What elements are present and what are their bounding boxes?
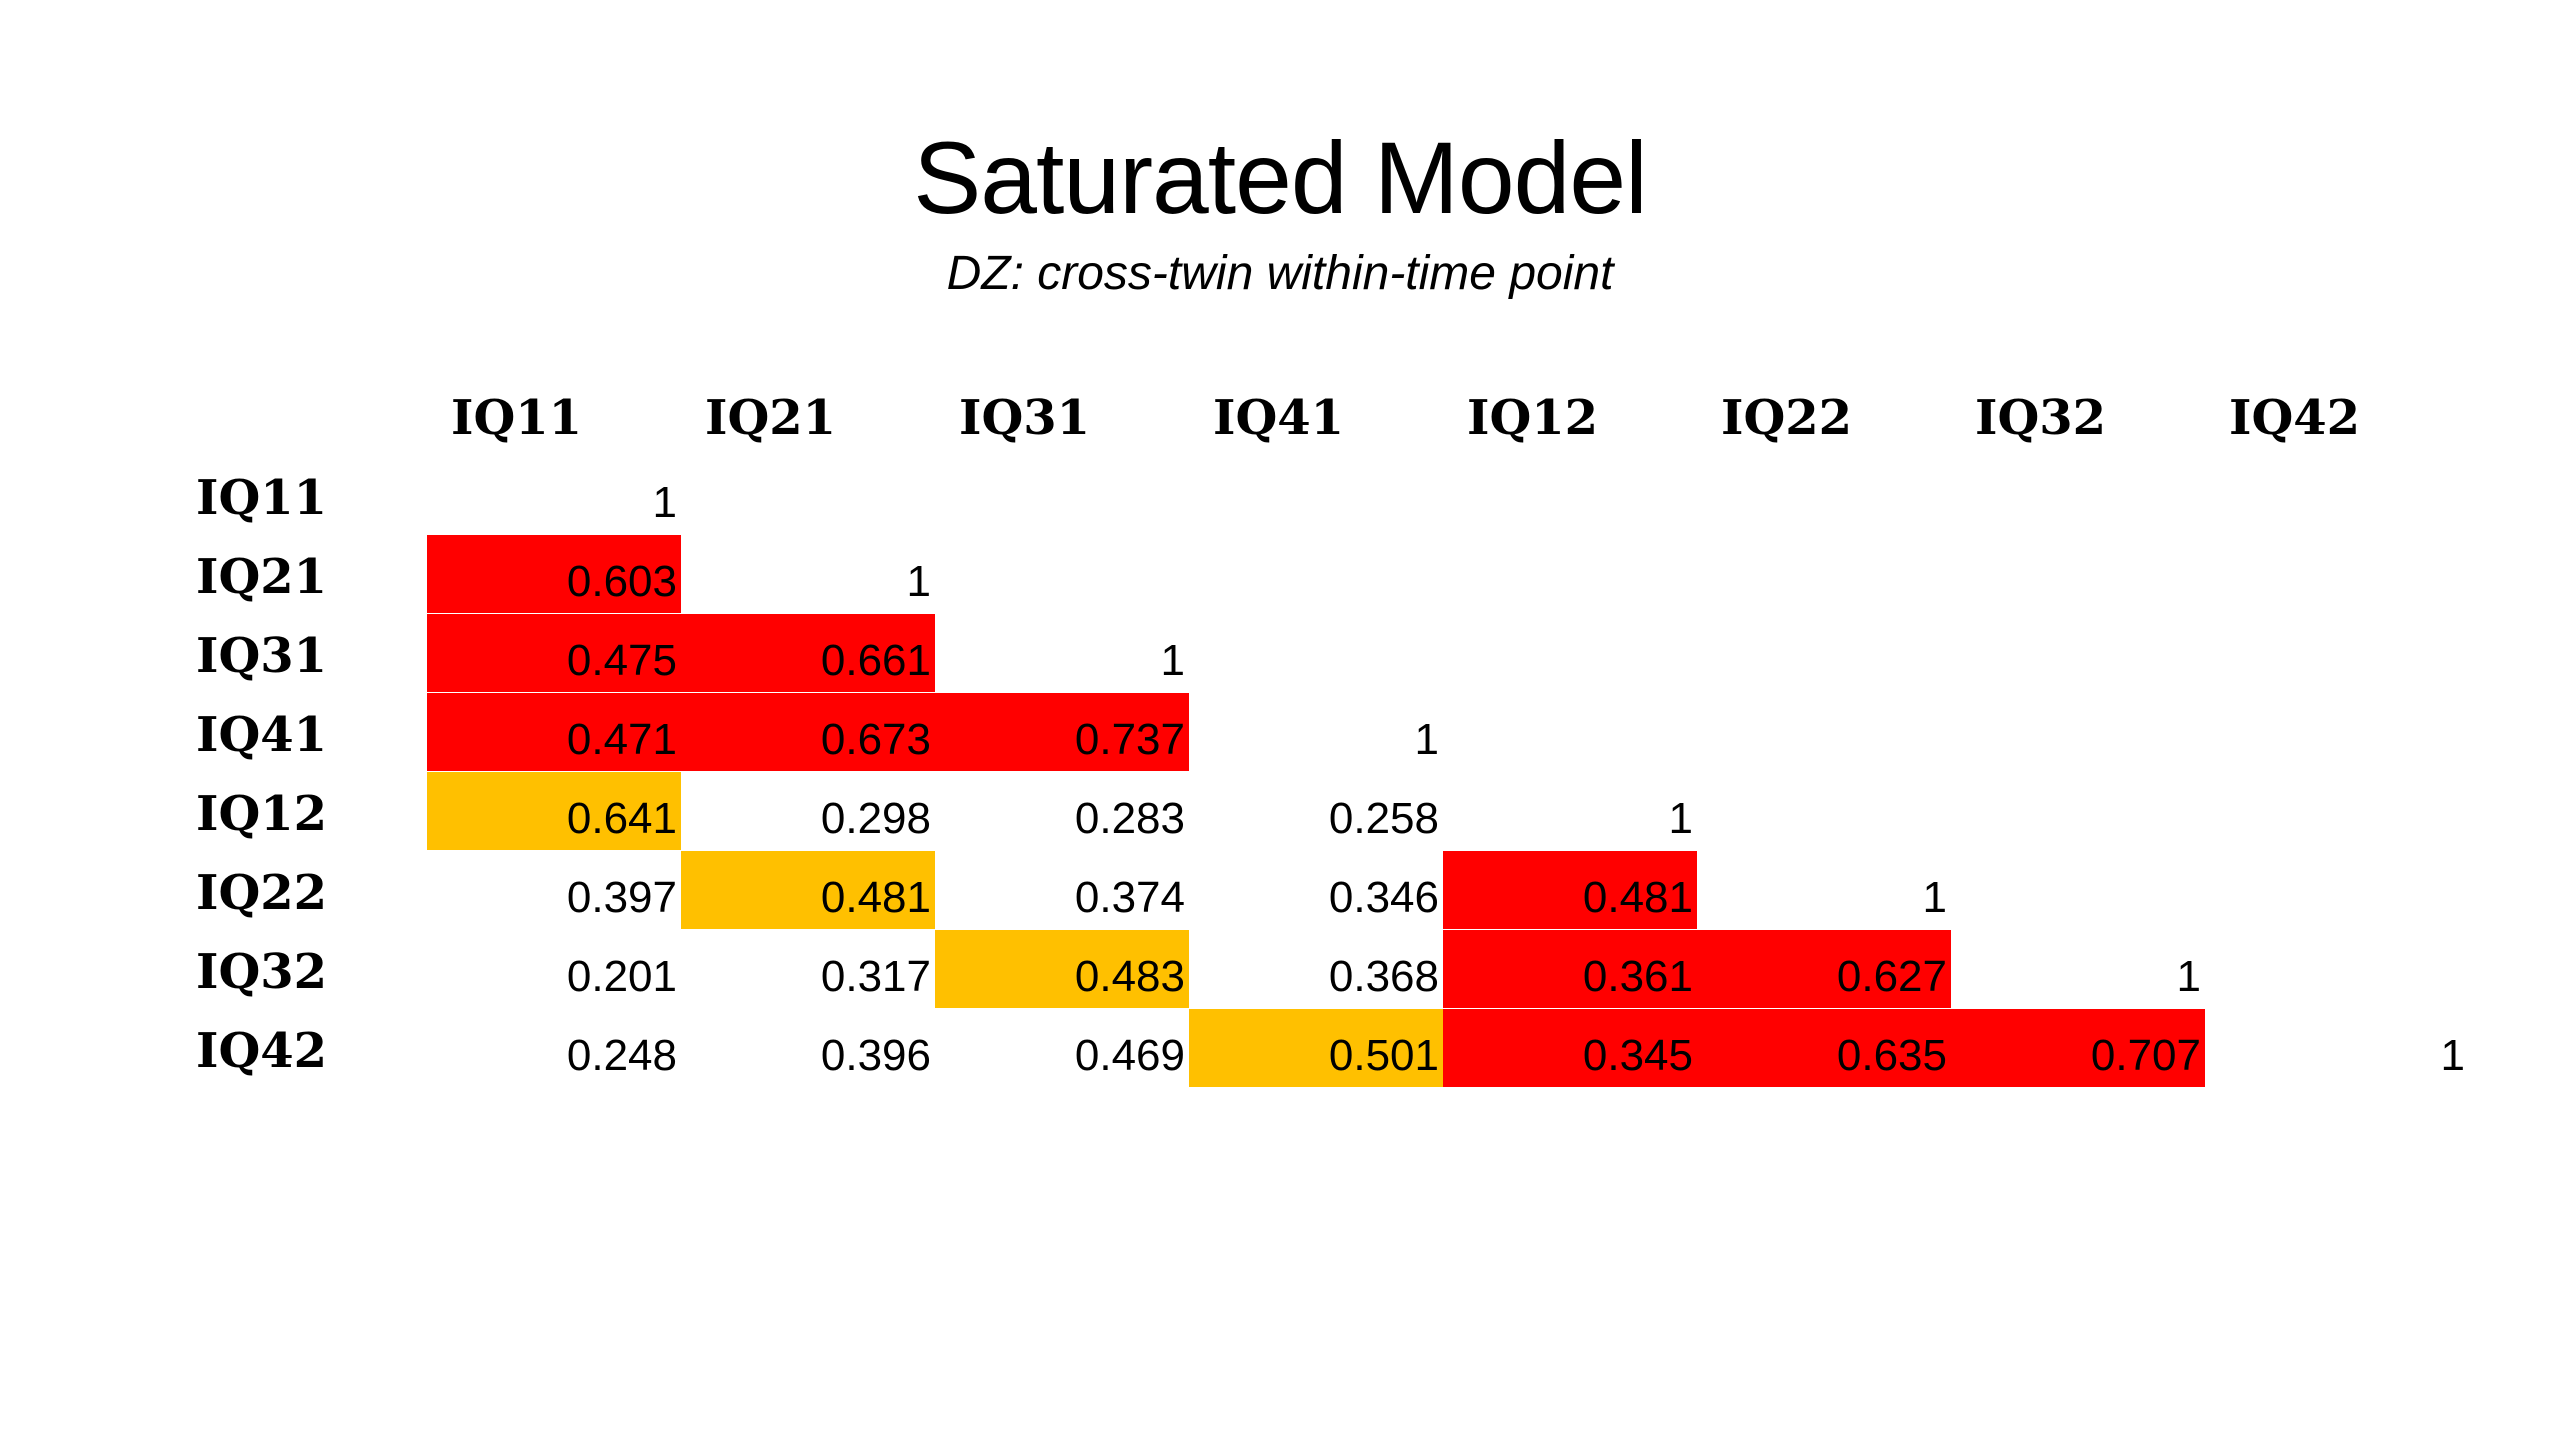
matrix-cell: 0.317 — [820, 952, 931, 1001]
matrix-cell: 0.475 — [427, 614, 681, 692]
matrix-cell: 0.707 — [1951, 1009, 2205, 1087]
matrix-cell: 0.627 — [1697, 930, 1951, 1008]
matrix-cell: 0.471 — [427, 693, 681, 771]
matrix-cell: 0.396 — [820, 1031, 931, 1080]
row-header: IQ21 — [196, 549, 328, 605]
matrix-cell: 1 — [1668, 794, 1693, 843]
matrix-cell: 0.481 — [681, 851, 935, 929]
row-header: IQ31 — [196, 628, 328, 684]
matrix-cell: 0.641 — [427, 772, 681, 850]
matrix-cell: 0.673 — [681, 693, 935, 771]
matrix-cell: 1 — [1160, 636, 1185, 685]
matrix-cell: 0.469 — [1074, 1031, 1185, 1080]
row-header: IQ22 — [196, 865, 328, 921]
matrix-cell: 0.361 — [1443, 930, 1697, 1008]
row-header: IQ32 — [196, 944, 328, 1000]
matrix-cell: 0.298 — [820, 794, 931, 843]
column-header: IQ41 — [1213, 390, 1345, 446]
matrix-cell: 0.248 — [566, 1031, 677, 1080]
matrix-cell: 0.661 — [681, 614, 935, 692]
matrix-cell: 0.397 — [566, 873, 677, 922]
row-header: IQ42 — [196, 1023, 328, 1079]
matrix-cell: 1 — [2176, 952, 2201, 1001]
matrix-cell: 1 — [652, 478, 677, 527]
matrix-cell: 0.283 — [1074, 794, 1185, 843]
matrix-cell: 0.374 — [1074, 873, 1185, 922]
column-header: IQ12 — [1467, 390, 1599, 446]
matrix-cell: 1 — [1922, 873, 1947, 922]
matrix-cell: 1 — [1414, 715, 1439, 764]
column-header: IQ31 — [959, 390, 1091, 446]
column-header: IQ32 — [1975, 390, 2107, 446]
matrix-cell: 0.501 — [1189, 1009, 1443, 1087]
column-header: IQ22 — [1721, 390, 1853, 446]
row-header: IQ12 — [196, 786, 328, 842]
row-header: IQ41 — [196, 707, 328, 763]
matrix-cell: 0.345 — [1443, 1009, 1697, 1087]
matrix-cell: 0.368 — [1328, 952, 1439, 1001]
matrix-cell: 0.201 — [566, 952, 677, 1001]
matrix-cell: 0.603 — [427, 535, 681, 613]
matrix-cell: 1 — [906, 557, 931, 606]
matrix-cell: 1 — [2440, 1031, 2465, 1080]
column-header: IQ11 — [451, 390, 583, 446]
column-header: IQ21 — [705, 390, 837, 446]
matrix-cell: 0.346 — [1328, 873, 1439, 922]
slide-title: Saturated Model — [913, 121, 1647, 235]
matrix-cell: 0.258 — [1328, 794, 1439, 843]
slide-subtitle: DZ: cross-twin within-time point — [946, 247, 1614, 300]
matrix-cell: 0.737 — [935, 693, 1189, 771]
row-header: IQ11 — [196, 470, 328, 526]
matrix-cell: 0.635 — [1697, 1009, 1951, 1087]
column-header: IQ42 — [2229, 390, 2361, 446]
matrix-cell: 0.481 — [1443, 851, 1697, 929]
matrix-cell: 0.483 — [935, 930, 1189, 1008]
